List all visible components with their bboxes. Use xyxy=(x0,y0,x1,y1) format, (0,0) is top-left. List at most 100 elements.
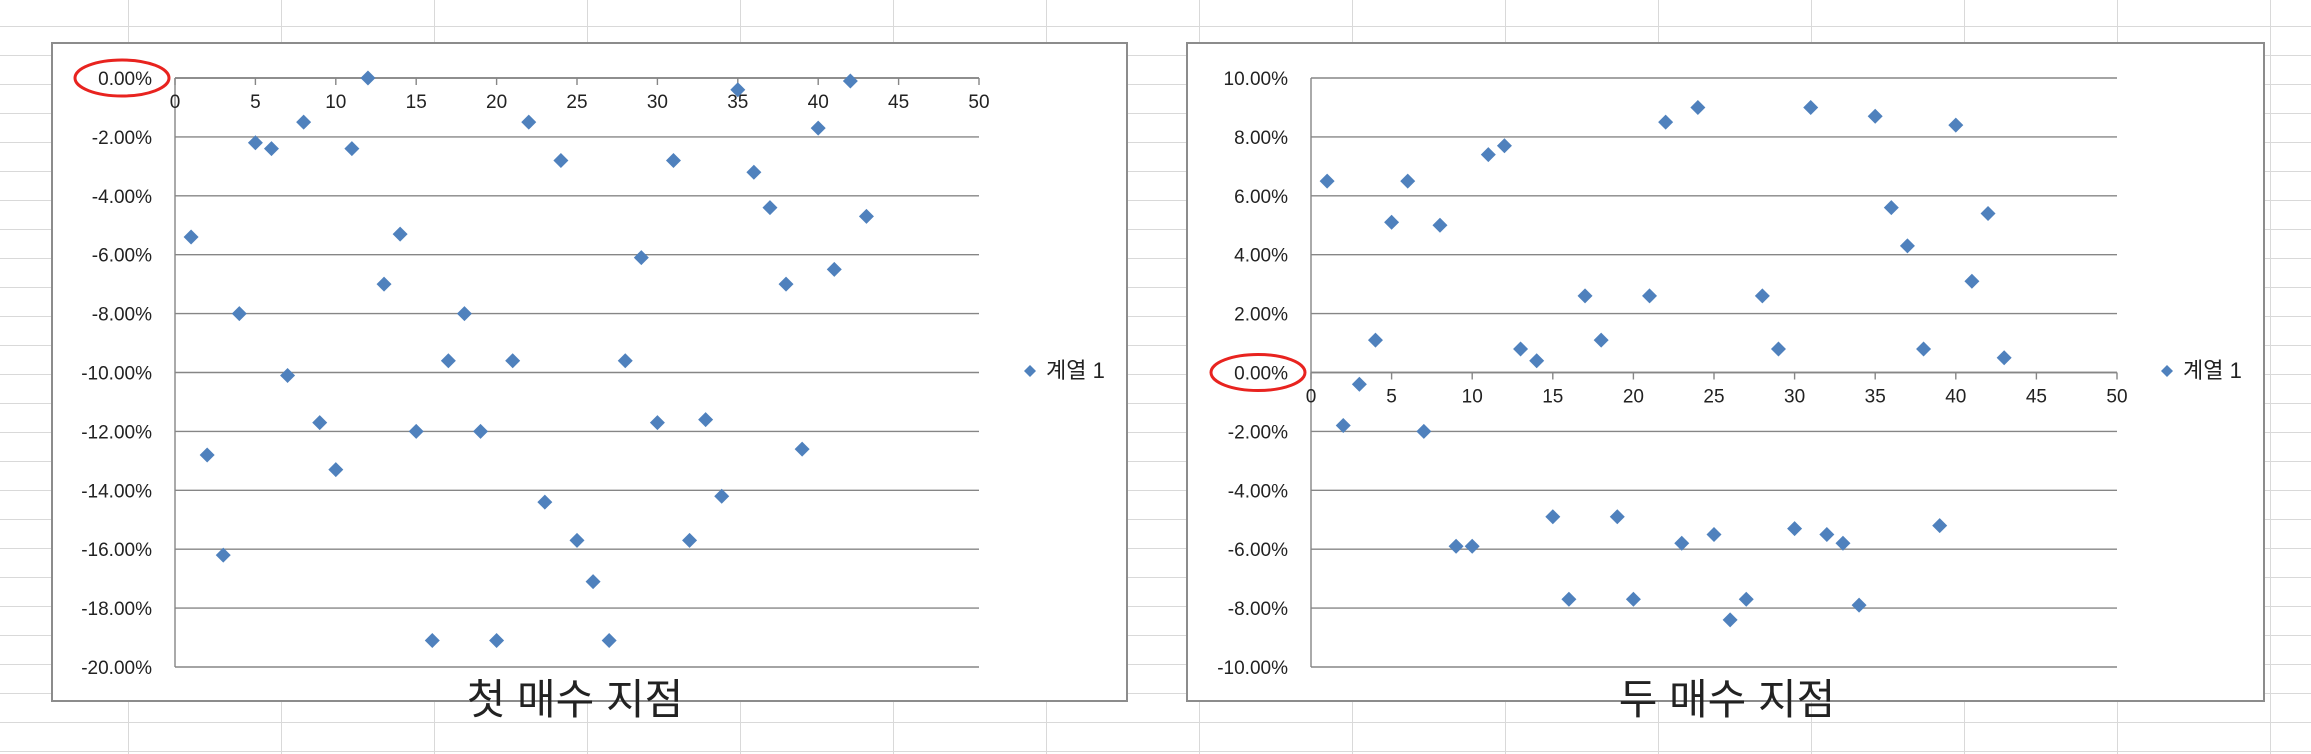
chart-1-data-point xyxy=(247,135,263,151)
chart-2-data-point xyxy=(1351,376,1367,392)
chart-2-y-tick-label: 10.00% xyxy=(1224,69,1289,90)
chart-2-title: 두 매수 지점 xyxy=(1619,676,1836,723)
chart-1-data-point xyxy=(730,82,746,98)
chart-1-x-tick-label: 15 xyxy=(406,92,427,113)
chart-1-data-point xyxy=(794,441,810,457)
chart-2-data-point xyxy=(1674,535,1690,551)
chart-2-data-point xyxy=(1883,200,1899,216)
chart-1-data-point xyxy=(392,226,408,242)
chart-1-data-point xyxy=(408,423,424,439)
chart-2-y-tick-label: 4.00% xyxy=(1234,246,1288,267)
chart-1-data-point xyxy=(601,632,617,648)
chart-2-data-point xyxy=(1416,423,1432,439)
chart-1-data-point xyxy=(215,547,231,563)
chart-1-data-point xyxy=(746,164,762,180)
chart-1-y-tick-label: -6.00% xyxy=(92,246,152,267)
chart-1-y-tick-label: -4.00% xyxy=(92,187,152,208)
chart-1-data-point xyxy=(360,70,376,86)
chart-2-y-tick-label: 6.00% xyxy=(1234,187,1288,208)
chart-2-legend-marker xyxy=(2161,365,2173,377)
chart-1-highlight-ellipse xyxy=(73,58,171,98)
chart-2-data-point xyxy=(1609,509,1625,525)
chart-2-data-point xyxy=(1851,597,1867,613)
chart-1-data-point xyxy=(376,276,392,292)
chart-1-y-tick-label: -20.00% xyxy=(81,658,152,679)
chart-2-data-point xyxy=(1319,173,1335,189)
chart-1-y-tick-label: -12.00% xyxy=(81,422,152,443)
chart-1-data-point xyxy=(617,353,633,369)
chart-2-data-point xyxy=(1964,273,1980,289)
chart-2-x-tick-label: 30 xyxy=(1784,387,1805,408)
chart-2-data-point xyxy=(1513,341,1529,357)
chart-1-data-point xyxy=(537,494,553,510)
chart-1-data-point xyxy=(569,532,585,548)
chart-1-data-point xyxy=(280,367,296,383)
chart-1-data-point xyxy=(633,250,649,266)
chart-1-legend-marker xyxy=(1024,365,1036,377)
chart-2: 10.00% 8.00% 6.00% 4.00% 2.00% 0.00% -2.00% -4.… xyxy=(1209,69,2242,679)
chart-1-data-point xyxy=(521,114,537,130)
chart-2-x-tick-label: 50 xyxy=(2106,387,2127,408)
chart-2-data-point xyxy=(1367,332,1383,348)
chart-2-data-point xyxy=(1577,288,1593,304)
chart-1-y-tick-label: -10.00% xyxy=(81,364,152,385)
chart-1-data-point xyxy=(505,353,521,369)
chart-2-data-point xyxy=(1787,521,1803,537)
chart-2-data-point xyxy=(1464,538,1480,554)
chart-2-data-point xyxy=(1899,238,1915,254)
chart-1-data-point xyxy=(440,353,456,369)
chart-1-data-point xyxy=(810,120,826,136)
chart-2-y-tick-label: -6.00% xyxy=(1228,540,1288,561)
chart-2-x-tick-label: 45 xyxy=(2026,387,2047,408)
chart-2-data-point xyxy=(1948,117,1964,133)
chart-1-data-point xyxy=(553,152,569,168)
chart-1-x-tick-label: 30 xyxy=(647,92,668,113)
chart-1-x-tick-label: 35 xyxy=(727,92,748,113)
chart-1-x-tick-label: 40 xyxy=(808,92,829,113)
chart-1-x-tick-label: 20 xyxy=(486,92,507,113)
chart-2-x-tick-label: 10 xyxy=(1462,387,1483,408)
chart-1-data-point xyxy=(328,462,344,478)
chart-2-x-tick-label: 20 xyxy=(1623,387,1644,408)
chart-1-x-tick-label: 0 xyxy=(170,92,181,113)
chart-1-data-point xyxy=(344,141,360,157)
chart-2-x-tick-label: 25 xyxy=(1703,387,1724,408)
chart-2-y-tick-label: -8.00% xyxy=(1228,599,1288,620)
chart-2-data-point xyxy=(1545,509,1561,525)
chart-1-data-point xyxy=(682,532,698,548)
chart-2-data-point xyxy=(1400,173,1416,189)
chart-2-y-tick-label: -10.00% xyxy=(1217,658,1288,679)
chart-1: 0.00% -2.00% -4.00% -6.00% -8.00% -10.00% -12.… xyxy=(73,58,1105,679)
chart-2-data-point xyxy=(1658,114,1674,130)
chart-1-data-point xyxy=(489,632,505,648)
chart-2-data-point xyxy=(1593,332,1609,348)
chart-1-data-point xyxy=(714,488,730,504)
chart-2-data-point xyxy=(1448,538,1464,554)
chart-1-data-point xyxy=(199,447,215,463)
chart-2-data-point xyxy=(1642,288,1658,304)
chart-2-x-tick-label: 40 xyxy=(1945,387,1966,408)
chart-1-x-tick-label: 10 xyxy=(325,92,346,113)
chart-1-y-tick-label: 0.00% xyxy=(98,69,152,90)
chart-2-y-tick-label: 0.00% xyxy=(1234,364,1288,385)
chart-2-data-point xyxy=(1496,138,1512,154)
chart-2-x-tick-label: 15 xyxy=(1542,387,1563,408)
chart-2-y-tick-label: -2.00% xyxy=(1228,422,1288,443)
chart-1-x-tick-label: 5 xyxy=(250,92,261,113)
chart-2-highlight-ellipse xyxy=(1209,353,1307,392)
chart-2-legend-label: 계열 1 xyxy=(2183,358,2242,383)
chart-2-data-point xyxy=(1803,99,1819,115)
chart-2-data-point xyxy=(1561,591,1577,607)
chart-1-y-tick-label: -18.00% xyxy=(81,599,152,620)
chart-1-data-point xyxy=(585,574,601,590)
chart-1-legend-label: 계열 1 xyxy=(1046,358,1105,383)
chart-1-data-point xyxy=(263,141,279,157)
chart-2-data-point xyxy=(1770,341,1786,357)
chart-2-data-point xyxy=(1835,535,1851,551)
chart-2-data-point xyxy=(1432,217,1448,233)
chart-1-data-point xyxy=(424,632,440,648)
chart-2-data-point xyxy=(1529,353,1545,369)
chart-2-data-point xyxy=(1980,205,1996,221)
chart-2-x-tick-label: 35 xyxy=(1865,387,1886,408)
